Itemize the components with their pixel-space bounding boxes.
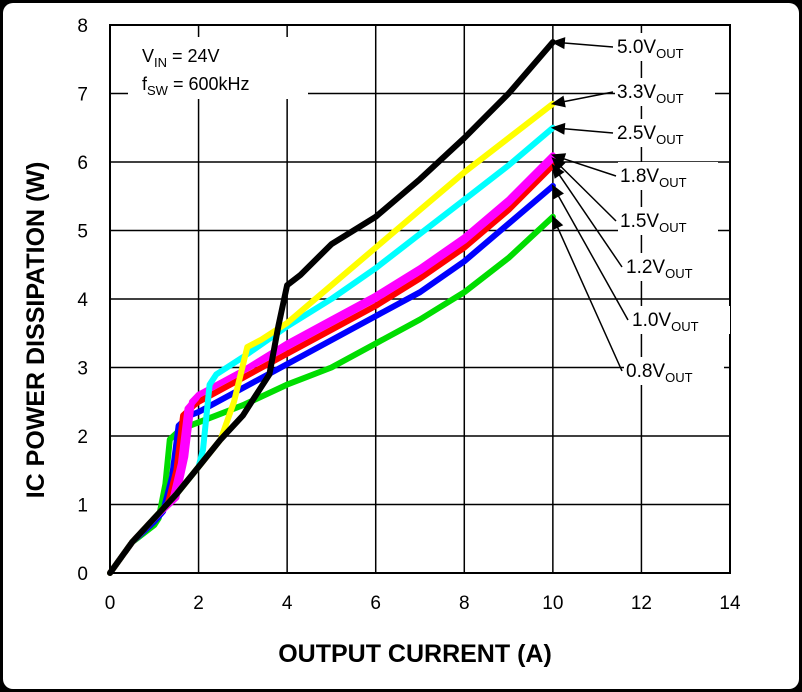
vin-annotation: VIN = 24V <box>142 46 220 70</box>
legend-label-bg <box>624 357 724 385</box>
legend-arrowhead <box>551 163 565 179</box>
legend-arrowhead <box>551 184 564 200</box>
plot-border <box>109 24 731 574</box>
x-tick-label: 0 <box>105 593 116 614</box>
series-line-2-5v <box>107 124 556 576</box>
legend-arrow-line <box>557 194 629 321</box>
legend-arrowhead <box>550 122 566 135</box>
legend-label-bg <box>618 162 718 190</box>
fsw-annotation: fSW = 600kHz <box>142 74 250 98</box>
x-axis-label: OUTPUT CURRENT (A) <box>278 640 552 668</box>
legend-arrowhead <box>550 37 566 50</box>
legend-arrowhead <box>551 157 566 172</box>
y-tick-label: 4 <box>77 290 88 311</box>
x-tick-label: 6 <box>370 593 381 614</box>
x-tick-label: 12 <box>631 593 652 614</box>
legend-label: 0.8VOUT <box>626 361 693 385</box>
legend-arrowhead <box>552 214 564 231</box>
y-tick-label: 2 <box>77 427 88 448</box>
x-tick-label: 8 <box>459 593 470 614</box>
legend-arrow-line <box>562 42 614 48</box>
legend-label: 5.0VOUT <box>617 37 684 61</box>
y-tick-label: 5 <box>77 222 88 243</box>
y-tick-label: 0 <box>77 564 88 585</box>
legend-label-bg <box>615 78 715 106</box>
series-lines <box>107 39 556 576</box>
legend-label: 3.3VOUT <box>617 82 684 106</box>
legend-arrow-line <box>557 173 623 268</box>
y-tick-label: 3 <box>77 359 88 380</box>
conditions-annotation: VIN = 24V fSW = 600kHz <box>128 37 308 99</box>
legend-label: 1.2VOUT <box>626 257 693 281</box>
x-tick-label: 14 <box>719 593 741 614</box>
legend: 5.0VOUT 3.3VOUT 2.5VOUT 1.8VOUT 1.5VOUT 1.2VO… <box>550 33 730 385</box>
grid <box>109 24 731 574</box>
series-line-0-8v <box>107 213 556 576</box>
legend-label-bg <box>624 253 724 281</box>
chart-panel <box>3 3 799 689</box>
annotation-box <box>128 37 308 99</box>
x-tick-label: 4 <box>282 593 293 614</box>
legend-arrow-line <box>556 225 623 372</box>
y-tick-label: 8 <box>77 16 88 37</box>
x-tick-label: 10 <box>542 593 563 614</box>
legend-label: 1.0VOUT <box>632 310 699 334</box>
legend-label-bg <box>618 207 718 235</box>
legend-arrow-line <box>559 165 617 222</box>
legend-label: 1.5VOUT <box>620 211 687 235</box>
series-line-5-0v <box>107 39 556 576</box>
legend-arrowhead <box>550 95 566 108</box>
x-tick-label: 2 <box>193 593 204 614</box>
y-tick-label: 7 <box>77 85 88 106</box>
legend-arrow-line <box>562 127 614 134</box>
legend-label-bg <box>615 119 715 147</box>
legend-label-bg <box>615 33 715 61</box>
legend-label: 2.5VOUT <box>617 123 684 147</box>
legend-label-bg <box>630 306 730 334</box>
legend-arrow-line <box>562 157 617 177</box>
y-tick-label: 6 <box>77 153 88 174</box>
legend-label: 1.8VOUT <box>620 166 687 190</box>
legend-arrow-line <box>562 91 614 103</box>
y-axis-label: IC POWER DISSIPATION (W) <box>22 162 50 499</box>
y-tick-label: 1 <box>77 496 88 517</box>
